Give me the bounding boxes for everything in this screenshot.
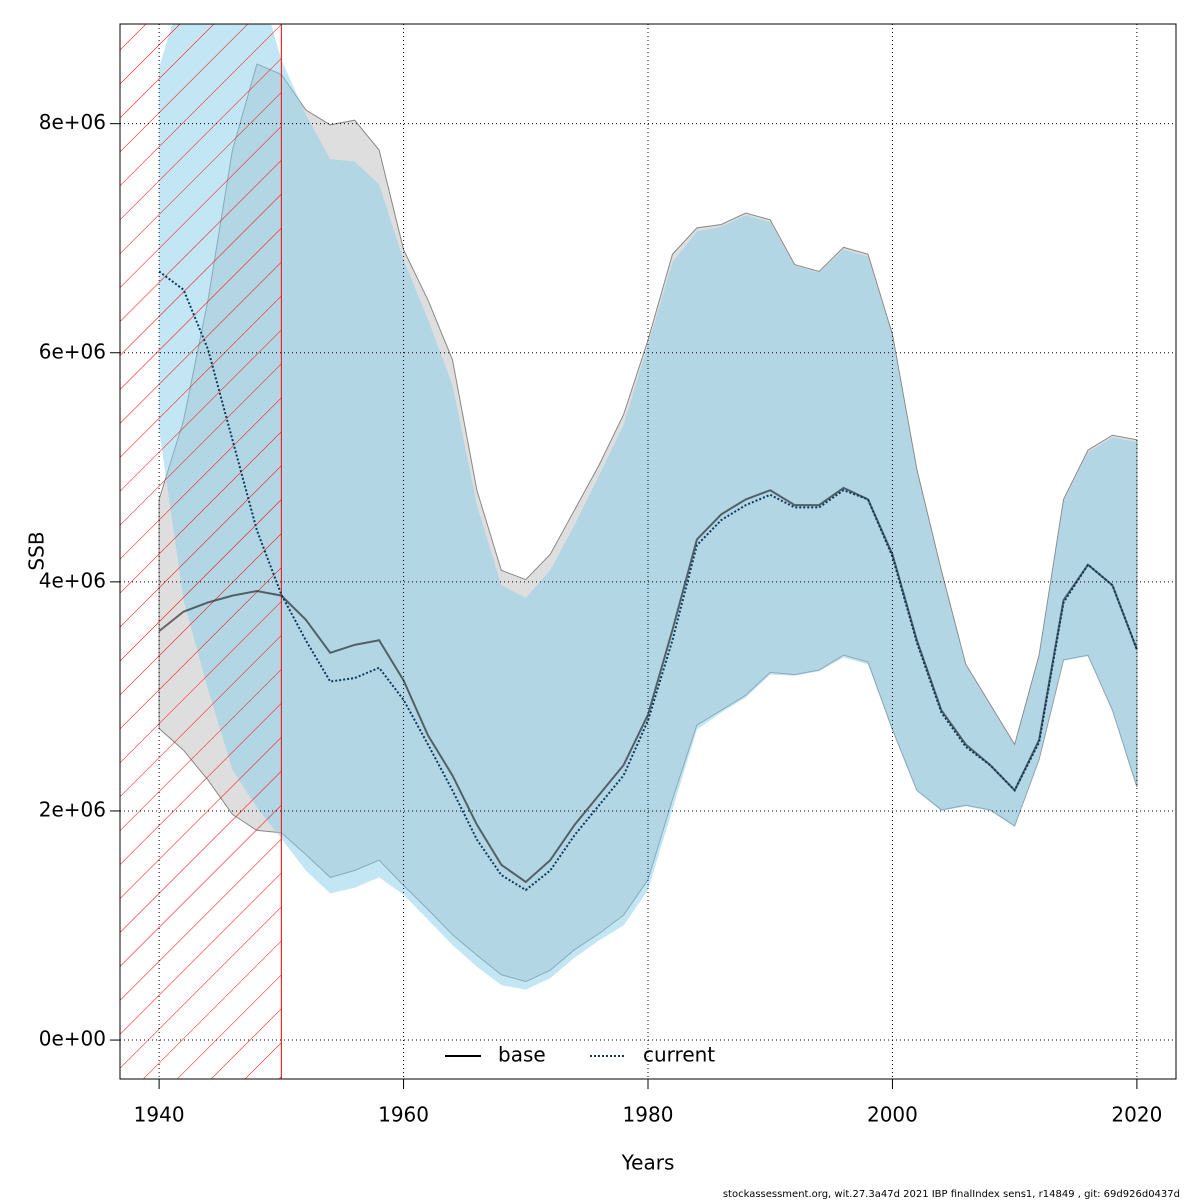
- y-axis-label: SSB: [25, 531, 49, 570]
- y-tick-label: 0e+00: [39, 1027, 106, 1051]
- x-tick-label: 2000: [867, 1103, 918, 1127]
- y-tick-label: 6e+06: [39, 339, 106, 363]
- x-tick-label: 2020: [1111, 1103, 1162, 1127]
- y-tick-label: 4e+06: [39, 568, 106, 592]
- footnote: stockassessment.org, wit.27.3a47d 2021 I…: [723, 1189, 1180, 1200]
- x-tick-label: 1980: [623, 1103, 674, 1127]
- legend-label: current: [643, 1043, 715, 1067]
- x-tick-label: 1940: [134, 1103, 185, 1127]
- y-tick-label: 8e+06: [39, 110, 106, 134]
- legend-label: base: [498, 1043, 546, 1067]
- plot-frame: [119, 23, 1177, 1080]
- y-tick-label: 2e+06: [39, 797, 106, 821]
- series-line: [158, 486, 1138, 884]
- hatched-region: [120, 24, 282, 1079]
- plot-area: [120, 24, 1138, 1079]
- x-axis-label: Years: [621, 1151, 675, 1175]
- x-tick-label: 1960: [378, 1103, 429, 1127]
- series-line: [158, 270, 1138, 892]
